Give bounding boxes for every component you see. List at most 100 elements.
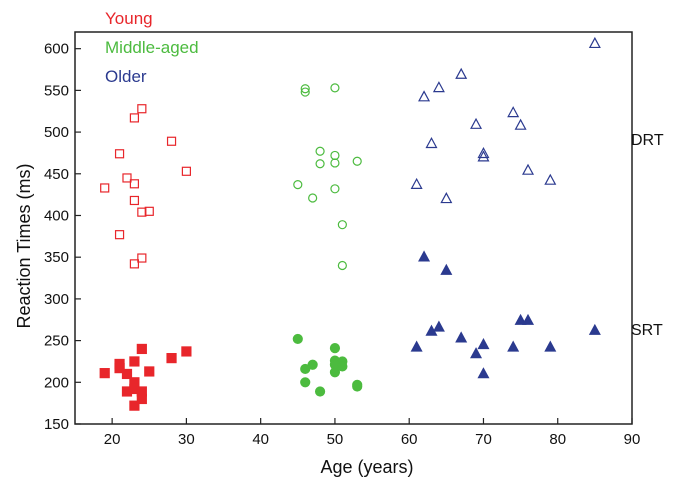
point-middle-aged-drt [315,146,325,156]
point-older-srt [477,367,490,379]
y-tick-label: 550 [44,82,69,99]
point-middle-aged-drt [330,184,340,194]
annotation-drt: DRT [631,132,664,149]
point-older-srt [410,340,423,352]
point-middle-aged-drt [300,84,310,94]
point-older-drt [588,36,601,49]
point-middle-aged-drt [300,87,310,97]
x-tick-label: 30 [178,431,195,448]
point-older-drt [514,118,527,130]
point-middle-aged-srt [329,343,341,354]
x-tick-label: 20 [104,431,121,448]
y-axis-title: Reaction Times (ms) [14,163,34,328]
point-young-drt [122,173,132,183]
point-middle-aged-srt [314,386,326,397]
point-middle-aged-srt [352,381,363,392]
plot-frame [74,31,633,425]
y-tick-label: 350 [44,249,69,266]
point-older-drt [410,177,423,189]
tick-labels: 20 30 40 50 60 70 80 90 150 200 250 300 350 400 450 500… [44,41,640,448]
point-middle-aged-drt [337,220,347,230]
point-young-srt [144,366,155,377]
x-axis-title: Age (years) [320,457,413,477]
point-older-drt [418,90,431,102]
point-young-srt [121,368,133,380]
point-young-drt [137,104,147,114]
point-middle-aged-srt [337,361,348,372]
x-tick-label: 40 [252,431,269,448]
y-tick-label: 450 [44,166,69,183]
point-older-srt [522,313,535,325]
y-tick-label: 150 [44,416,69,433]
point-middle-aged-drt [352,156,362,166]
point-older-drt [470,117,483,129]
point-young-drt [100,183,110,193]
x-tick-label: 90 [624,431,641,448]
point-middle-aged-srt [307,359,318,370]
point-middle-aged-srt [292,333,303,345]
point-middle-aged-srt [329,367,341,378]
point-young-drt [114,230,125,240]
point-older-srt [514,313,527,325]
point-middle-aged-drt [315,159,325,169]
point-young-drt [129,195,140,206]
point-older-srt [507,340,520,352]
x-tick-label: 70 [475,431,492,448]
data-points [99,36,601,411]
point-older-srt [432,320,445,332]
point-middle-aged-drt [330,158,340,168]
point-young-srt [99,368,110,379]
point-young-srt [166,353,177,364]
x-tick-label: 60 [401,431,418,448]
axes [74,31,633,425]
point-young-drt [166,136,177,146]
tick-marks [75,48,633,425]
legend: Young Middle-aged Older [105,9,199,86]
point-middle-aged-drt [330,83,340,93]
point-young-drt [129,113,140,123]
point-young-drt [181,166,191,176]
point-young-srt [129,356,140,367]
point-young-drt [137,207,147,217]
legend-older: Older [105,67,147,86]
point-older-srt [477,338,490,350]
point-older-drt [425,136,438,149]
point-older-srt [455,331,468,343]
point-older-drt [440,192,453,204]
point-young-srt [136,343,147,355]
x-tick-label: 80 [549,431,566,448]
point-older-drt [432,81,445,93]
point-older-drt [477,150,490,162]
point-older-srt [544,340,557,352]
annotation-srt: SRT [631,322,663,339]
y-tick-label: 250 [44,333,69,350]
point-young-drt [137,253,147,263]
point-older-srt [440,263,453,275]
point-middle-aged-drt [308,193,318,203]
x-tick-label: 50 [327,431,344,448]
point-young-drt [114,149,125,159]
point-older-drt [477,147,490,159]
point-older-srt [470,347,483,359]
point-young-srt [129,400,140,411]
point-young-srt [136,393,147,405]
y-tick-label: 500 [44,124,69,141]
point-young-drt [144,206,154,216]
y-tick-label: 200 [44,374,69,391]
point-middle-aged-drt [330,150,340,161]
point-young-drt [129,259,140,269]
point-middle-aged-srt [300,377,311,388]
point-older-srt [418,250,431,262]
point-young-srt [181,346,192,357]
point-middle-aged-drt [293,180,303,190]
point-middle-aged-drt [337,260,347,271]
legend-middle-aged: Middle-aged [105,38,199,57]
y-tick-label: 300 [44,291,69,308]
point-older-drt [544,173,557,185]
legend-young: Young [105,9,153,28]
point-older-drt [522,163,535,175]
point-older-drt [507,106,520,118]
point-older-drt [455,67,468,79]
y-tick-label: 400 [44,207,69,224]
